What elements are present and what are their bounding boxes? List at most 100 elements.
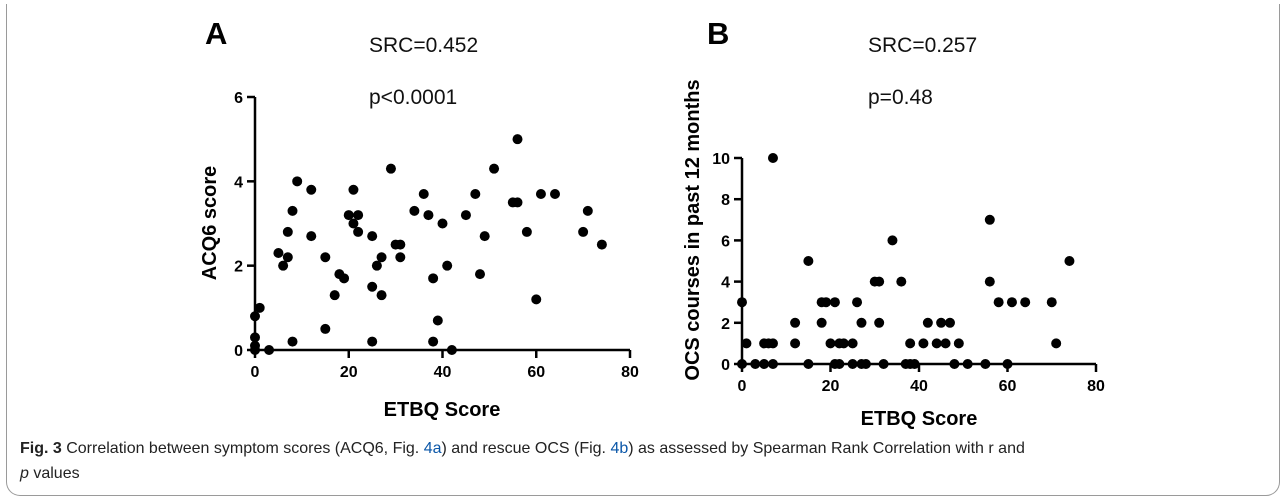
panel-b-data-point	[767, 338, 778, 349]
panel-a-data-point	[367, 281, 378, 292]
panel-b-data-point	[803, 359, 814, 369]
panel-b-data-point	[750, 359, 761, 369]
caption-link-fig-4b[interactable]: 4b	[610, 440, 629, 457]
panel-letter-a: A	[205, 16, 227, 51]
panel-a-y-tick-label: 0	[234, 343, 243, 360]
panel-a-data-point	[278, 260, 289, 271]
panel-b-y-tick-label: 6	[721, 233, 730, 250]
panel-a-x-axis-title: ETBQ Score	[384, 399, 501, 421]
panel-a-data-point	[287, 205, 298, 216]
panel-a-data-point	[479, 231, 490, 242]
panel-a-data-point	[475, 269, 485, 280]
panel-b-data-point	[847, 359, 858, 369]
panel-a-x-tick-label: 0	[251, 364, 260, 381]
caption-figure-label: Fig. 3	[20, 440, 62, 457]
panel-b-points	[737, 153, 1075, 369]
panel-a-data-point	[385, 163, 396, 174]
panel-b-data-point	[825, 338, 836, 349]
panel-a-data-point	[521, 226, 532, 237]
panel-a: A SRC=0.452 p<0.0001 0 20 40 60 80 0 2 4 6 ETBQ …	[199, 16, 639, 421]
panel-a-y-tick-label: 4	[234, 174, 243, 191]
panel-a-data-point	[418, 188, 429, 199]
panel-a-data-point	[489, 163, 500, 174]
panel-a-data-point	[442, 260, 453, 271]
panel-a-x-tick-label: 80	[621, 364, 639, 381]
panel-b-data-point	[1046, 297, 1057, 308]
panel-b-x-tick-label: 0	[738, 378, 747, 395]
panel-a-data-point	[320, 323, 331, 334]
panel-a-y-tick-label: 2	[234, 259, 243, 276]
panel-b-data-point	[1051, 338, 1062, 349]
panel-a-data-point	[432, 315, 443, 326]
panel-b-data-point	[896, 276, 907, 287]
panel-b-data-point	[790, 338, 801, 349]
panel-a-data-point	[353, 210, 364, 221]
panel-a-data-point	[264, 345, 275, 355]
caption-link-fig-4a[interactable]: 4a	[423, 440, 442, 457]
panel-b-data-point	[922, 317, 933, 328]
panel-b-p-annotation: p=0.48	[868, 86, 933, 109]
panel-b-data-point	[821, 297, 832, 308]
panel-b-y-tick-label: 4	[721, 275, 730, 292]
caption-text-1: Correlation between symptom scores (ACQ6…	[61, 440, 424, 457]
panel-a-data-point	[596, 239, 607, 250]
panel-b-data-point	[834, 359, 845, 369]
panel-a-data-point	[273, 248, 284, 259]
panel-b-data-point	[984, 276, 995, 287]
panel-a-src-annotation: SRC=0.452	[369, 34, 478, 57]
panel-a-data-point	[428, 336, 439, 347]
caption-text-4: values	[28, 465, 80, 482]
panel-b-data-point	[856, 317, 867, 328]
panel-b-data-point	[931, 338, 942, 349]
panel-a-data-point	[348, 184, 359, 195]
panel-b-data-point	[1006, 297, 1017, 308]
panel-a-data-point	[250, 332, 260, 343]
panel-a-data-point	[292, 176, 303, 187]
panel-a-data-point	[353, 226, 364, 237]
panel-b-data-point	[949, 359, 960, 369]
panel-a-data-point	[437, 218, 448, 229]
caption-text-3: ) as assessed by Spearman Rank Correlati…	[628, 440, 1025, 457]
panel-a-data-point	[446, 345, 457, 355]
panel-b-data-point	[980, 359, 991, 369]
panel-b-x-tick-label: 80	[1087, 378, 1105, 395]
panel-a-data-point	[367, 231, 378, 242]
figure-caption: Fig. 3 Correlation between symptom score…	[20, 436, 1265, 486]
panel-a-p-annotation: p<0.0001	[369, 86, 457, 109]
panel-b-data-point	[790, 317, 801, 328]
panel-a-data-point	[535, 188, 546, 199]
panel-a-data-point	[339, 273, 350, 284]
panel-b-data-point	[759, 359, 770, 369]
panel-b-data-point	[887, 235, 898, 246]
panel-a-data-point	[287, 336, 298, 347]
panel-a-data-point	[348, 218, 359, 229]
panel-a-data-point	[550, 188, 560, 199]
panel-a-data-point	[376, 290, 387, 301]
panel-b-data-point	[936, 317, 947, 328]
panel-b-data-point	[878, 359, 889, 369]
panel-b: B SRC=0.257 p=0.48 0 20 40 60 80 0 2 4 6 8 10 ETBQ…	[682, 16, 1105, 430]
panel-a-data-point	[306, 231, 317, 242]
panel-a-y-axis-title: ACQ6 score	[199, 166, 221, 281]
panel-b-data-point	[940, 338, 951, 349]
panel-b-y-axis-title: OCS courses in past 12 months	[682, 79, 704, 380]
panel-b-src-annotation: SRC=0.257	[868, 34, 977, 57]
panel-b-data-point	[905, 338, 916, 349]
panel-b-data-point	[909, 359, 920, 369]
panel-b-data-point	[852, 297, 863, 308]
caption-p-letter: p	[20, 465, 29, 482]
panel-b-x-tick-label: 60	[999, 378, 1017, 395]
panel-b-data-point	[1064, 256, 1075, 266]
panel-b-data-point	[847, 338, 858, 349]
panel-b-data-point	[962, 359, 973, 369]
panel-a-x-tick-label: 40	[434, 364, 452, 381]
panel-a-data-point	[428, 273, 439, 284]
panel-b-data-point	[993, 297, 1004, 308]
panel-a-data-point	[254, 302, 265, 313]
panel-b-data-point	[953, 338, 964, 349]
panel-a-data-point	[578, 226, 589, 237]
panel-a-ticks: 0 20 40 60 80 0 2 4 6	[234, 90, 639, 381]
panel-a-data-point	[512, 134, 523, 145]
panel-b-data-point	[944, 317, 955, 328]
panel-a-data-point	[460, 210, 471, 221]
